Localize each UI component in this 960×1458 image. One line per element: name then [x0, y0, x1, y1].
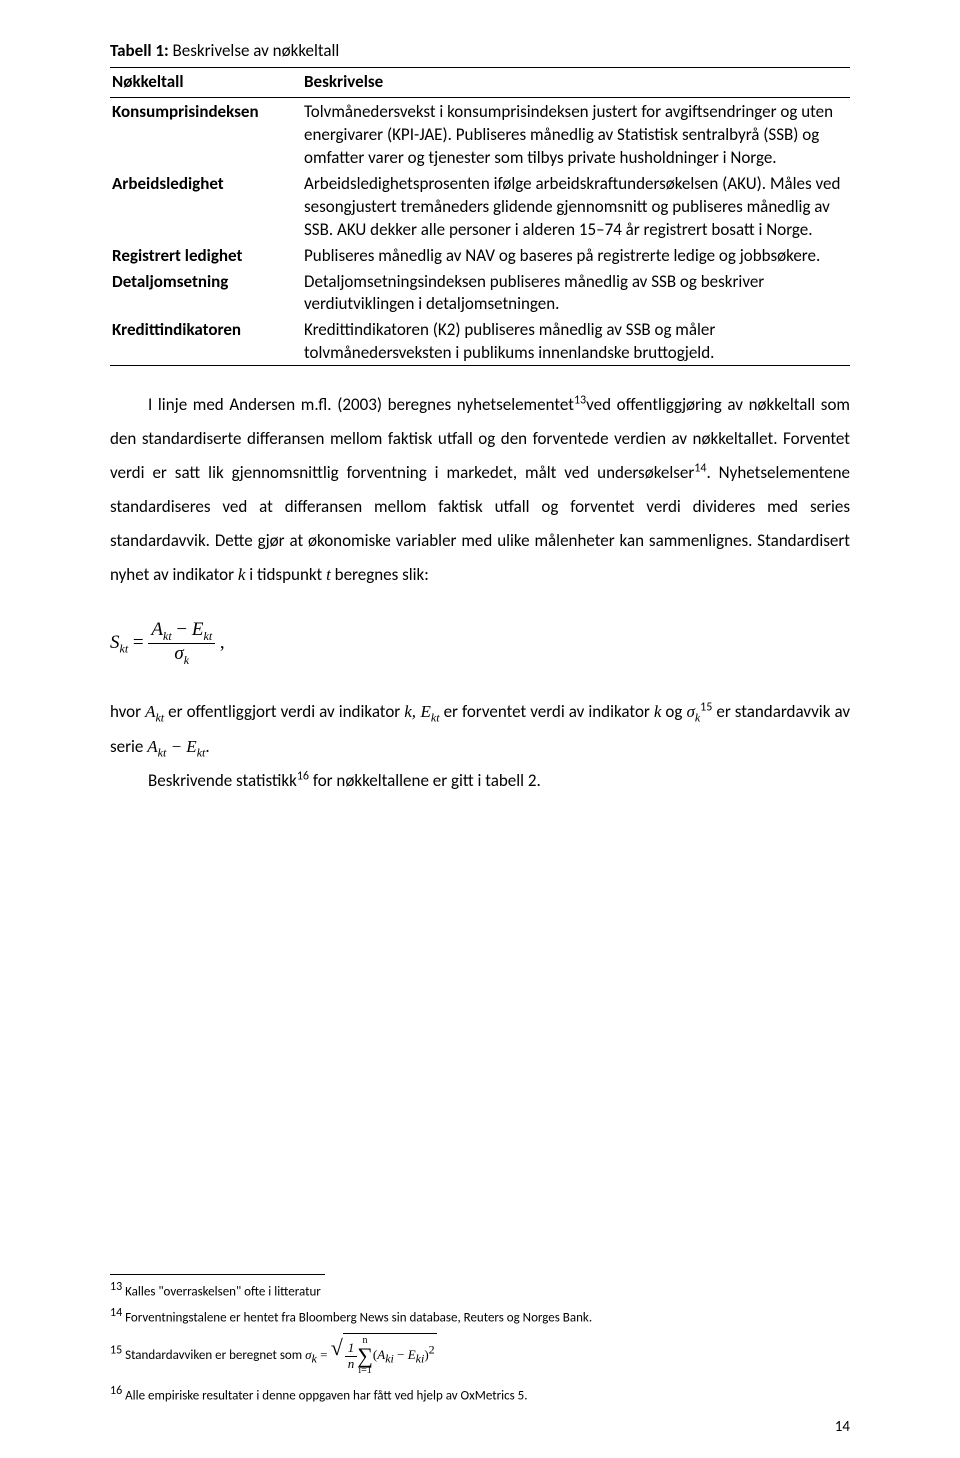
formula-k: k [184, 653, 189, 667]
footnote-num: 15 [110, 1344, 122, 1358]
footnote-text: Kalles "overraskelsen" ofte i litteratur [125, 1284, 321, 1299]
footnote-formula: σk = 1nn∑i=1(Aki − Eki)2 [305, 1347, 437, 1362]
footnote-num: 13 [110, 1280, 122, 1294]
row-name: Konsumprisindeksen [110, 97, 302, 169]
table-head-left: Nøkkeltall [110, 68, 302, 98]
formula-s-kt: Skt = Akt − Ekt σk , [110, 620, 850, 667]
footnote-ref-15: 15 [700, 701, 712, 715]
formula-kt: kt [120, 642, 129, 656]
footnote-ref-16: 16 [297, 769, 309, 783]
formula-kt2: kt [163, 629, 172, 643]
formula-S: S [110, 632, 120, 653]
table-row: Kredittindikatoren Kredittindikatoren (K… [110, 316, 850, 365]
table-row: Detaljomsetning Detaljomsetningsindeksen… [110, 268, 850, 317]
formula-E: E [192, 619, 204, 640]
row-name: Kredittindikatoren [110, 316, 302, 365]
footnote-num: 16 [110, 1384, 122, 1398]
table-caption-rest: Beskrivelse av nøkkeltall [173, 40, 340, 61]
row-desc: Detaljomsetningsindeksen publiseres måne… [302, 268, 850, 317]
table-head-right: Beskrivelse [302, 68, 850, 98]
formula-sigma: σ [174, 643, 183, 664]
footnote-num: 14 [110, 1306, 122, 1320]
footnote-text: Standardavviken er beregnet som [125, 1348, 305, 1363]
table-caption-bold: Tabell 1: [110, 40, 169, 61]
period: . [205, 736, 209, 757]
table-row: Arbeidsledighet Arbeidsledighetsprosente… [110, 170, 850, 242]
row-name: Detaljomsetning [110, 268, 302, 317]
body-text: og [661, 701, 686, 722]
footnote-text: Forventningstalene er hentet fra Bloombe… [125, 1310, 592, 1325]
footnote-ref-14: 14 [694, 462, 706, 476]
footnote-15: 15 Standardavviken er beregnet som σk = … [110, 1333, 850, 1376]
body-text: I linje med Andersen m.fl. (2003) beregn… [148, 394, 574, 415]
body-text: hvor [110, 701, 145, 722]
table-row: Konsumprisindeksen Tolvmånedersvekst i k… [110, 97, 850, 169]
body-text: Beskrivende statistikk [148, 770, 297, 791]
body-paragraph-2: hvor Akt er offentliggjort verdi av indi… [110, 695, 850, 798]
body-text: beregnes slik: [331, 564, 429, 585]
formula-comma: , [220, 632, 225, 653]
row-desc: Arbeidsledighetsprosenten ifølge arbeids… [302, 170, 850, 242]
var-sigmak: σk [686, 702, 700, 721]
body-text: er forventet verdi av indikator [440, 701, 654, 722]
var-diff: Akt − Ekt [147, 737, 205, 756]
footnote-16: 16 Alle empiriske resultater i denne opp… [110, 1382, 850, 1406]
body-paragraph-1: I linje med Andersen m.fl. (2003) beregn… [110, 388, 850, 592]
footnote-text: Alle empiriske resultater i denne oppgav… [125, 1389, 527, 1404]
page: Tabell 1: Beskrivelse av nøkkeltall Nøkk… [0, 0, 960, 1458]
table-row: Registrert ledighet Publiseres månedlig … [110, 242, 850, 268]
body-text: i tidspunkt [245, 564, 326, 585]
footnote-14: 14 Forventningstalene er hentet fra Bloo… [110, 1304, 850, 1328]
var-Ekt: Ekt [421, 702, 440, 721]
page-number: 14 [835, 1418, 850, 1436]
row-desc: Publiseres månedlig av NAV og baseres på… [302, 242, 850, 268]
var-k2: k, [404, 702, 420, 721]
row-desc: Kredittindikatoren (K2) publiseres måned… [302, 316, 850, 365]
footnote-ref-13: 13 [574, 394, 586, 408]
row-name: Arbeidsledighet [110, 170, 302, 242]
footnotes: 13 Kalles "overraskelsen" ofte i littera… [110, 1274, 850, 1408]
body-text: er offentliggjort verdi av indikator [164, 701, 404, 722]
formula-A: A [151, 619, 163, 640]
footnote-rule [110, 1274, 325, 1275]
footnote-13: 13 Kalles "overraskelsen" ofte i littera… [110, 1278, 850, 1302]
formula-fraction: Akt − Ekt σk [148, 620, 215, 667]
row-desc: Tolvmånedersvekst i konsumprisindeksen j… [302, 97, 850, 169]
var-Akt: Akt [145, 702, 164, 721]
body-text: for nøkkeltallene er gitt i tabell 2. [309, 770, 541, 791]
key-figures-table: Nøkkeltall Beskrivelse Konsumprisindekse… [110, 67, 850, 366]
table-caption: Tabell 1: Beskrivelse av nøkkeltall [110, 40, 850, 61]
formula-kt3: kt [204, 629, 213, 643]
row-name: Registrert ledighet [110, 242, 302, 268]
